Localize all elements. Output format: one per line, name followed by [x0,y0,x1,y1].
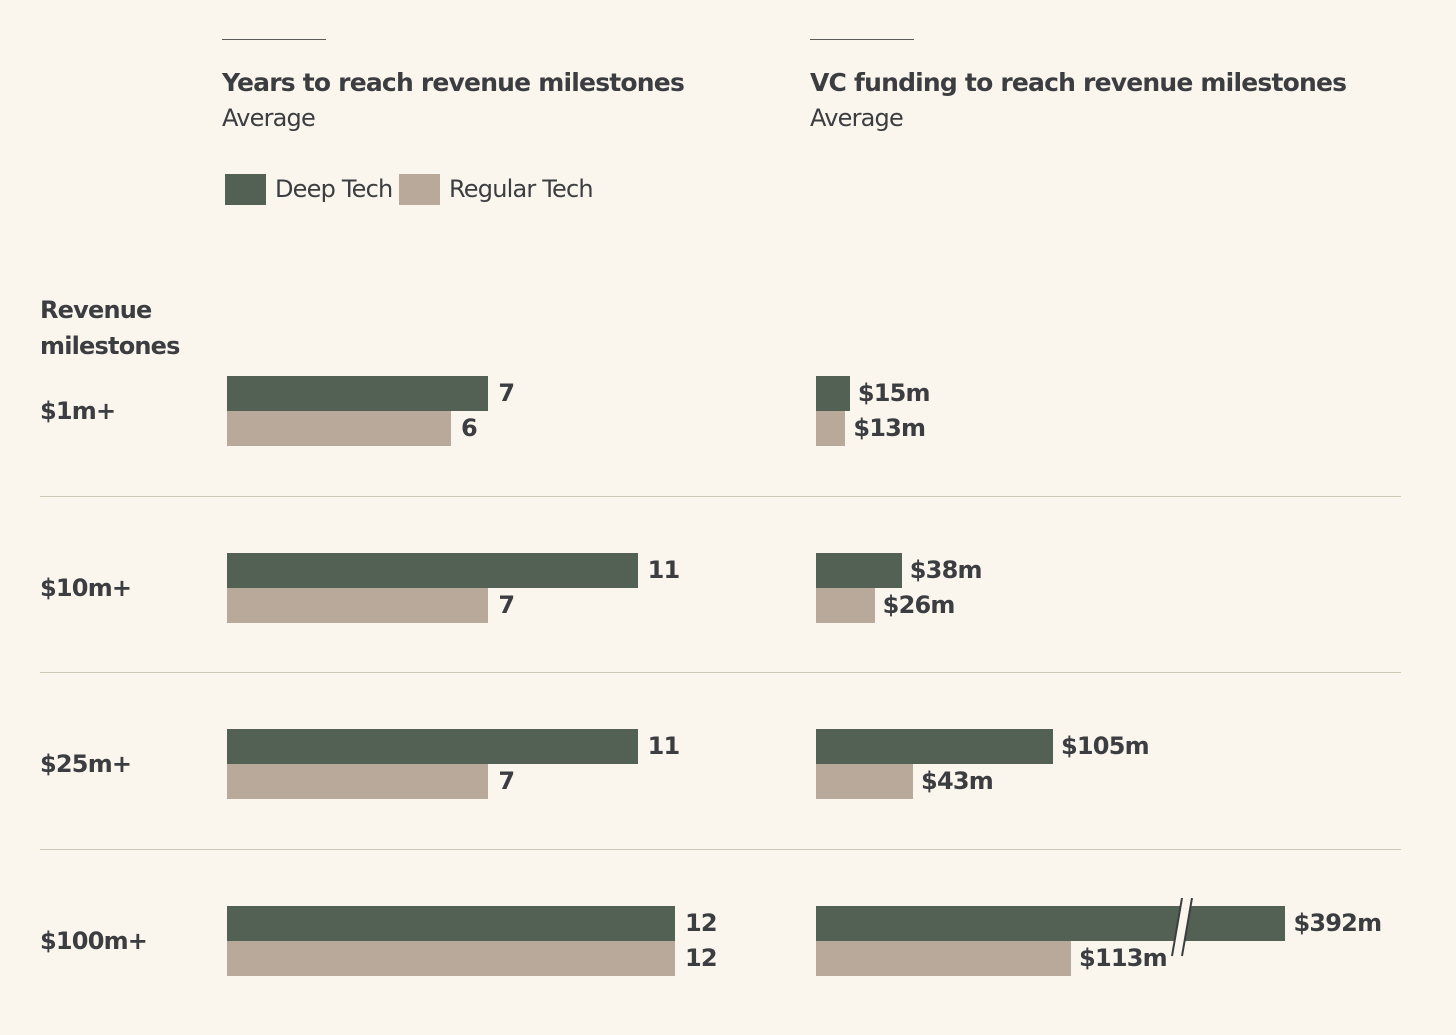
left-title-rule [222,39,326,40]
row-divider [40,672,1401,673]
data-label-years: 12 [685,944,718,972]
data-label-funding: $113m [1079,944,1168,972]
data-label-funding: $38m [909,556,983,584]
bar-years-regular [227,764,489,799]
row-divider [40,496,1401,497]
axis-break-icon [1171,898,1193,958]
bar-years-regular [227,588,489,623]
data-label-funding: $15m [857,379,931,407]
legend-swatch-deep-tech [225,174,266,205]
row-label: $10m+ [40,574,132,602]
right-chart-title: VC funding to reach revenue milestones [810,68,1347,97]
data-label-years: 6 [461,414,478,442]
bar-funding-deep [816,906,1286,941]
bar-years-deep [227,553,638,588]
legend-label-deep-tech: Deep Tech [275,175,393,203]
bar-funding-deep [816,376,850,411]
bar-years-regular [227,411,451,446]
bar-funding-regular [816,411,846,446]
data-label-years: 11 [647,732,681,760]
data-label-funding: $392m [1293,909,1382,937]
data-label-years: 7 [498,767,515,795]
row-divider [40,849,1401,850]
bar-funding-deep [816,553,902,588]
legend-label-regular-tech: Regular Tech [449,175,594,203]
row-label: $1m+ [40,397,116,425]
bar-funding-regular [816,941,1072,976]
bar-funding-regular [816,764,914,799]
row-header: Revenue milestones [40,296,180,360]
data-label-funding: $105m [1061,732,1150,760]
bar-years-deep [227,376,489,411]
left-chart-title: Years to reach revenue milestones [222,68,685,97]
left-chart-subtitle: Average [222,104,316,132]
bar-funding-deep [816,729,1053,764]
data-label-years: 12 [685,909,718,937]
right-chart-subtitle: Average [810,104,904,132]
data-label-funding: $43m [921,767,994,795]
data-label-years: 11 [647,556,681,584]
data-label-funding: $26m [882,591,956,619]
bar-years-regular [227,941,675,976]
data-label-funding: $13m [853,414,926,442]
bar-funding-regular [816,588,875,623]
right-title-rule [810,39,914,40]
data-label-years: 7 [498,591,515,619]
row-label: $100m+ [40,927,148,955]
bar-years-deep [227,906,675,941]
data-label-years: 7 [498,379,515,407]
row-label: $25m+ [40,750,132,778]
legend-swatch-regular-tech [399,174,440,205]
bar-years-deep [227,729,638,764]
